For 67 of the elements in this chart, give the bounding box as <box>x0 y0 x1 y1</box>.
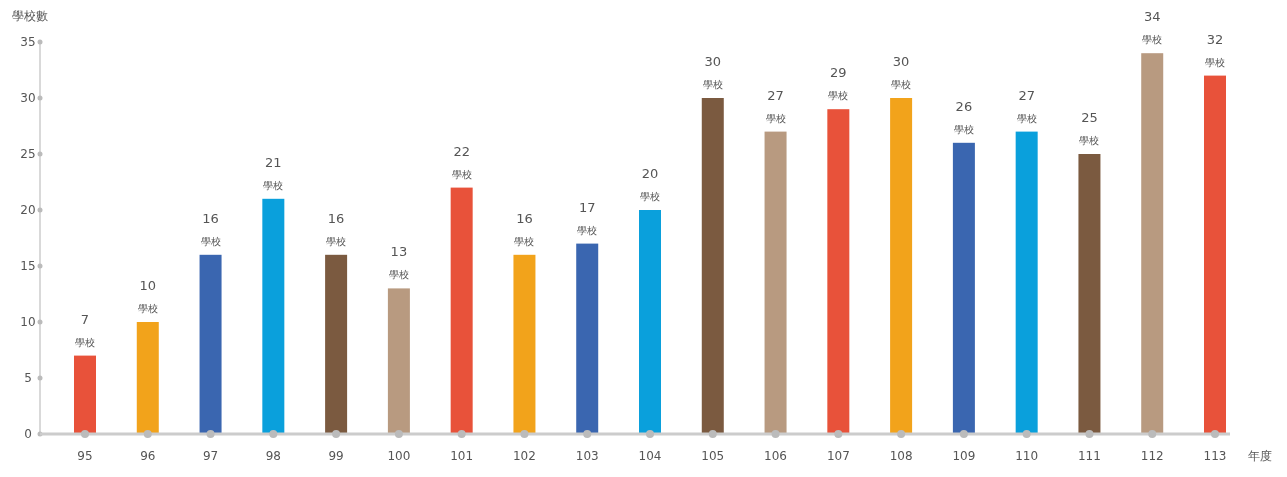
data-label: 10 學校 <box>137 278 158 314</box>
bar <box>639 210 661 434</box>
x-axis-title: 年度 <box>1248 449 1272 463</box>
x-tick-label: 100 <box>387 449 411 463</box>
data-label: 25 學校 <box>1079 110 1100 146</box>
x-tick-label: 95 <box>77 449 93 463</box>
data-label: 22 學校 <box>451 143 472 180</box>
bar <box>890 98 913 434</box>
x-tick-label: 110 <box>1015 449 1039 463</box>
x-tick-label: 113 <box>1203 449 1227 463</box>
y-tick-label: 10 <box>20 315 36 330</box>
data-label: 29 學校 <box>828 65 849 102</box>
x-tick-label: 106 <box>764 449 788 463</box>
x-tick-label: 107 <box>826 449 850 463</box>
bar <box>1141 53 1164 434</box>
data-label: 13 學校 <box>388 244 409 281</box>
bar <box>827 109 850 434</box>
data-label: 27 學校 <box>1016 87 1037 124</box>
data-label: 30 學校 <box>891 54 912 90</box>
bar <box>199 254 222 434</box>
data-label: 27 學校 <box>765 87 786 124</box>
y-tick-label: 5 <box>24 371 32 386</box>
data-label: 20 學校 <box>640 166 660 202</box>
x-tick-label: 108 <box>889 449 913 463</box>
data-label: 16 學校 <box>200 210 221 247</box>
bar <box>764 131 787 434</box>
data-label: 30 學校 <box>702 54 723 90</box>
x-tick-label: 96 <box>140 449 156 463</box>
y-axis-title: 學校數 <box>12 9 48 23</box>
data-label: 32 學校 <box>1205 31 1225 68</box>
data-label: 7 學校 <box>75 311 95 348</box>
bar <box>1204 75 1226 434</box>
data-label: 21 學校 <box>263 154 284 191</box>
bar <box>387 288 410 434</box>
bar <box>952 142 975 434</box>
y-tick-label: 0 <box>24 427 32 442</box>
bar <box>262 198 285 434</box>
data-label: 16 學校 <box>514 210 535 247</box>
y-tick-label: 15 <box>20 259 36 274</box>
y-tick-label: 20 <box>20 203 36 218</box>
x-tick-label: 109 <box>952 449 976 463</box>
x-tick-label: 105 <box>701 449 725 463</box>
x-tick-label: 98 <box>265 449 281 463</box>
data-label: 34 學校 <box>1142 9 1163 46</box>
x-tick-label: 111 <box>1077 449 1101 463</box>
bar <box>576 243 599 434</box>
y-tick-label: 30 <box>20 91 36 106</box>
x-tick-label: 101 <box>450 449 474 463</box>
x-tick-label: 103 <box>575 449 599 463</box>
bar <box>136 322 159 434</box>
x-tick-label: 97 <box>202 449 219 463</box>
x-tick-label: 112 <box>1140 449 1164 463</box>
y-tick-label: 25 <box>20 147 36 162</box>
bar <box>513 254 536 434</box>
bar <box>1015 131 1038 434</box>
data-label: 26 學校 <box>953 98 974 135</box>
x-tick-label: 102 <box>512 449 536 463</box>
x-tick-label: 99 <box>328 449 344 463</box>
y-tick-label: 35 <box>20 35 36 50</box>
data-label: 17 學校 <box>577 199 598 236</box>
bar <box>74 355 96 434</box>
bar <box>701 98 724 434</box>
bar <box>325 254 348 434</box>
bar <box>1078 154 1101 434</box>
bar <box>450 187 473 434</box>
data-label: 16 學校 <box>326 210 347 247</box>
x-tick-label: 104 <box>638 449 662 463</box>
